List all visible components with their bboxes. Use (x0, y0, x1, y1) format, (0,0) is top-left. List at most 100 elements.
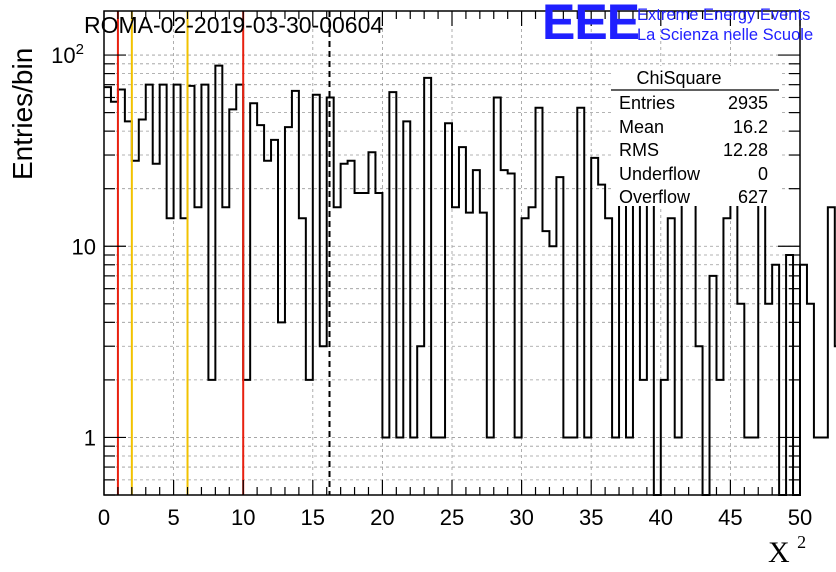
histogram-bin (821, 437, 828, 495)
x-axis-label-sup: 2 (797, 532, 806, 552)
chart-title: ROMA-02-2019-03-30-00604 (84, 12, 383, 38)
x-tick-label: 10 (231, 505, 255, 530)
histogram-bin (508, 174, 515, 495)
histogram-bin (243, 380, 250, 495)
histogram-bin (570, 437, 577, 495)
histogram-bin (682, 174, 689, 495)
histogram-bin (278, 322, 285, 495)
histogram-bin (160, 85, 167, 495)
histogram-bin (515, 437, 522, 495)
histogram-bin (605, 218, 612, 495)
stats-value-rms: 12.28 (723, 140, 768, 160)
logo-line-2: La Scienza nelle Scuole (637, 26, 813, 44)
histogram-bin (737, 304, 744, 495)
histogram-bin (118, 90, 125, 495)
histogram-bin (633, 197, 640, 495)
histogram-bin (452, 207, 459, 495)
histogram-bin (480, 213, 487, 495)
histogram-bin (501, 170, 508, 495)
histogram-bin (675, 437, 682, 495)
grid-lines (104, 11, 800, 496)
histogram-bin (549, 246, 556, 495)
histogram-bin (529, 207, 536, 495)
histogram-bin (320, 346, 327, 495)
histogram-bin (598, 185, 605, 495)
histogram-bin (250, 103, 257, 495)
histogram-bin (765, 304, 772, 495)
histogram-bin (723, 218, 730, 495)
y-tick-exponent: 2 (76, 41, 84, 58)
x-tick-label: 25 (440, 505, 464, 530)
histogram-bin (264, 161, 271, 495)
histogram-bin (125, 121, 132, 495)
histogram-bin (772, 265, 779, 495)
histogram-bin (473, 170, 480, 495)
x-tick-label: 20 (370, 505, 394, 530)
histogram-bin (536, 108, 543, 495)
histogram-bin (626, 437, 633, 495)
histogram-bin (257, 125, 264, 495)
stats-label-mean: Mean (619, 117, 664, 137)
stats-label-entries: Entries (619, 93, 675, 113)
histogram-bin (403, 121, 410, 495)
y-tick-label: 10 (72, 234, 96, 259)
histogram-bin (306, 380, 313, 495)
stats-label-underflow: Underflow (619, 164, 701, 184)
histogram-bin (445, 123, 452, 495)
histogram-bin (362, 193, 369, 495)
histogram-bin (563, 437, 570, 495)
histogram-bin (139, 120, 146, 495)
stats-value-entries: 2935 (728, 93, 768, 113)
histogram-bin (188, 86, 195, 495)
histogram-bin (710, 276, 717, 495)
histogram-bin (215, 66, 222, 495)
histogram-bin (132, 161, 139, 495)
histogram-bin (619, 189, 626, 495)
x-axis-label: X 2 (768, 532, 806, 569)
logo-line-1: Extreme Energy Events (637, 6, 810, 24)
histogram-bin (556, 177, 563, 495)
histogram-bin (153, 164, 160, 495)
histogram-bin (174, 85, 181, 495)
x-tick-label: 35 (579, 505, 603, 530)
histogram-bin (334, 207, 341, 495)
histogram-bin (668, 218, 675, 495)
histogram-bin (522, 218, 529, 495)
logo-mark: EEE (542, 0, 639, 50)
histogram-bin (375, 193, 382, 495)
histogram-bin (236, 85, 243, 495)
stats-box: ChiSquare Entries 2935 Mean 16.2 RMS 12.… (611, 66, 779, 207)
histogram-bin (146, 85, 153, 495)
x-tick-label: 30 (509, 505, 533, 530)
histogram-bin (696, 346, 703, 495)
histogram-bin (396, 437, 403, 495)
histogram-bin (229, 109, 236, 495)
histogram-bin (194, 207, 201, 495)
histogram-bin (222, 207, 229, 495)
histogram-bin (201, 85, 208, 495)
x-tick-label: 40 (649, 505, 673, 530)
histogram-bin (716, 380, 723, 495)
stats-label-rms: RMS (619, 140, 659, 160)
x-tick-label: 50 (788, 505, 812, 530)
histogram-bin (285, 127, 292, 495)
histogram-bin (730, 202, 737, 495)
y-tick-label: 1 (84, 425, 96, 450)
histogram-bin (299, 218, 306, 495)
stats-title: ChiSquare (636, 68, 721, 88)
x-tick-label: 0 (98, 505, 110, 530)
histogram-bin (542, 231, 549, 495)
histogram-bin (814, 437, 821, 495)
histogram-bin (292, 91, 299, 495)
histogram-bin (800, 265, 807, 495)
x-tick-label: 15 (301, 505, 325, 530)
stats-value-underflow: 0 (758, 164, 768, 184)
stats-label-overflow: Overflow (619, 187, 691, 207)
stats-value-mean: 16.2 (733, 117, 768, 137)
histogram-bin (466, 213, 473, 495)
histogram-bin (647, 197, 654, 495)
histogram-bin (410, 437, 417, 495)
histogram-bin (431, 437, 438, 495)
histogram-bin (751, 437, 758, 495)
